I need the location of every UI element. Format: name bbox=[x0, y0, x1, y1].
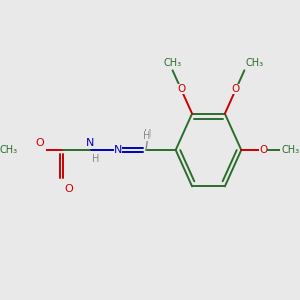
Text: O: O bbox=[259, 145, 267, 155]
Text: O: O bbox=[65, 184, 74, 194]
Text: N: N bbox=[85, 138, 94, 148]
Text: CH₃: CH₃ bbox=[282, 145, 300, 155]
Text: H: H bbox=[92, 154, 99, 164]
Text: CH₃: CH₃ bbox=[0, 145, 18, 155]
Text: O: O bbox=[177, 84, 185, 94]
Text: H: H bbox=[143, 131, 151, 141]
Text: O: O bbox=[35, 138, 44, 148]
Text: CH₃: CH₃ bbox=[246, 58, 264, 68]
Text: CH₃: CH₃ bbox=[164, 58, 181, 68]
Text: O: O bbox=[232, 84, 240, 94]
Text: H: H bbox=[144, 129, 151, 139]
Text: N: N bbox=[114, 145, 122, 155]
